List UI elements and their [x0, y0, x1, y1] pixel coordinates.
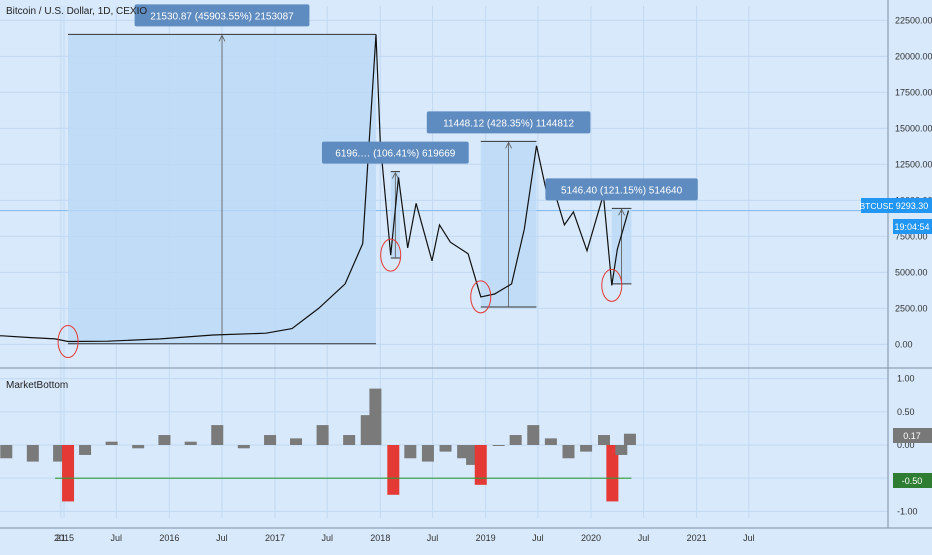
x-tick-label: Jul [321, 533, 333, 543]
measure-label-bg [321, 141, 469, 164]
oscillator-bar [562, 445, 575, 459]
bottom-circle [601, 268, 623, 302]
x-tick-label: Jul [216, 533, 228, 543]
indicator-tick-label: 1.00 [897, 374, 915, 384]
last-price-badge[interactable]: 9293.30 [893, 198, 932, 213]
countdown-badge: 19:04:54 [893, 219, 932, 234]
indicator-tick-label: -1.00 [897, 506, 918, 516]
x-tick-label: Jul [638, 533, 650, 543]
measure-label: 21530.87 (45903.55%) 2153087 [134, 4, 310, 27]
measure-arrowhead [618, 208, 625, 216]
measure-label-bg [545, 178, 698, 201]
measure-arrowhead [505, 141, 512, 149]
measure-label-text: 6196.… (106.41%) 619669 [335, 149, 456, 160]
price-tick-label: 12500.00 [895, 159, 932, 169]
ticker-label: BTCUSD [860, 201, 895, 211]
price-tick-label: 20000.00 [895, 51, 932, 61]
oscillator-bars [0, 388, 636, 502]
oscillator-bar [79, 445, 92, 455]
ticker-badge[interactable]: BTCUSD [860, 198, 895, 213]
x-tick-label: 21 [56, 533, 66, 543]
indicator-title: MarketBottom [6, 380, 68, 391]
measure-label-text: 11448.12 (428.35%) 1144812 [443, 118, 574, 129]
oscillator-bar [509, 435, 522, 445]
oscillator-bar [105, 441, 118, 445]
oscillator-bar [211, 425, 224, 445]
bottom-markers [57, 238, 623, 359]
x-tick-label: 2018 [370, 533, 390, 543]
oscillator-bar [580, 445, 593, 452]
oscillator-bar [53, 445, 66, 462]
measure-label: 5146.40 (121.15%) 514640 [545, 178, 698, 201]
oscillator-bar [369, 388, 382, 445]
price-line [0, 34, 630, 343]
oscillator-bar [158, 435, 171, 445]
bottom-circle [57, 325, 79, 359]
oscillator-bar [387, 445, 400, 495]
x-tick-label: Jul [743, 533, 755, 543]
oscillator-bar [316, 425, 329, 445]
oscillator-bar [474, 445, 487, 485]
measure-label-bg [426, 111, 591, 134]
x-tick-label: 2016 [159, 533, 179, 543]
oscillator-bar [290, 438, 303, 445]
indicator-tick-label: 0.00 [897, 440, 915, 450]
price-tick-label: 0.00 [895, 339, 913, 349]
x-tick-label: Jul [427, 533, 439, 543]
bottom-circle [470, 280, 492, 314]
oscillator-bar [26, 445, 39, 462]
oscillator-bar [606, 445, 619, 502]
bottom-circle [380, 238, 402, 272]
oscillator-bar [623, 433, 636, 445]
x-tick-label: 2021 [687, 533, 707, 543]
x-tick-label: Jul [110, 533, 122, 543]
measure-label-bg [134, 4, 310, 27]
oscillator-bar [597, 435, 610, 445]
measure-labels: 21530.87 (45903.55%) 2153087 6196.… (106.… [134, 4, 698, 201]
indicator-value-label: 0.17 [903, 431, 921, 441]
oscillator-bar [527, 425, 540, 445]
oscillator-bar [615, 445, 628, 455]
measure-label-text: 5146.40 (121.15%) 514640 [561, 185, 683, 196]
price-tick-label: 2500.00 [895, 303, 928, 313]
threshold-label: -0.50 [902, 476, 923, 486]
price-tick-label: 15000.00 [895, 123, 932, 133]
price-series [0, 34, 630, 343]
x-tick-label: 2019 [476, 533, 496, 543]
x-tick-label: 2017 [265, 533, 285, 543]
oscillator-bar [544, 438, 557, 445]
oscillator-bar [62, 445, 75, 502]
threshold-badge: -0.50 [893, 473, 932, 488]
last-price-label: 9293.30 [896, 201, 929, 211]
oscillator-bar [237, 445, 250, 449]
x-tick-label: 2020 [581, 533, 601, 543]
oscillator-bar [343, 435, 356, 445]
measure-label: 11448.12 (428.35%) 1144812 [426, 111, 591, 134]
measure-arrowhead [218, 34, 226, 42]
indicator-tick-label: 0.50 [897, 407, 915, 417]
indicator-value-badge: 0.17 [893, 428, 932, 443]
countdown-label: 19:04:54 [894, 222, 929, 232]
price-tick-label: 17500.00 [895, 87, 932, 97]
price-tick-label: 22500.00 [895, 15, 932, 25]
oscillator-bar [264, 435, 277, 445]
measure-label-text: 21530.87 (45903.55%) 2153087 [150, 11, 294, 22]
oscillator-bar [492, 445, 505, 446]
oscillator-bar [404, 445, 417, 459]
oscillator-bar [0, 445, 13, 459]
measure-label: 6196.… (106.41%) 619669 [321, 141, 469, 164]
oscillator-bar [132, 445, 145, 449]
symbol-title: Bitcoin / U.S. Dollar, 1D, CEXIO [6, 6, 147, 17]
oscillator-bar [184, 441, 197, 445]
price-tick-label: 7500.00 [895, 231, 928, 241]
price-tick-label: 5000.00 [895, 267, 928, 277]
measure-arrowhead [391, 171, 399, 179]
x-tick-label: 2015 [54, 533, 74, 543]
oscillator-bar [421, 445, 434, 462]
measure-boxes [68, 33, 632, 345]
x-tick-label: Jul [532, 533, 544, 543]
oscillator-bar [439, 445, 452, 452]
